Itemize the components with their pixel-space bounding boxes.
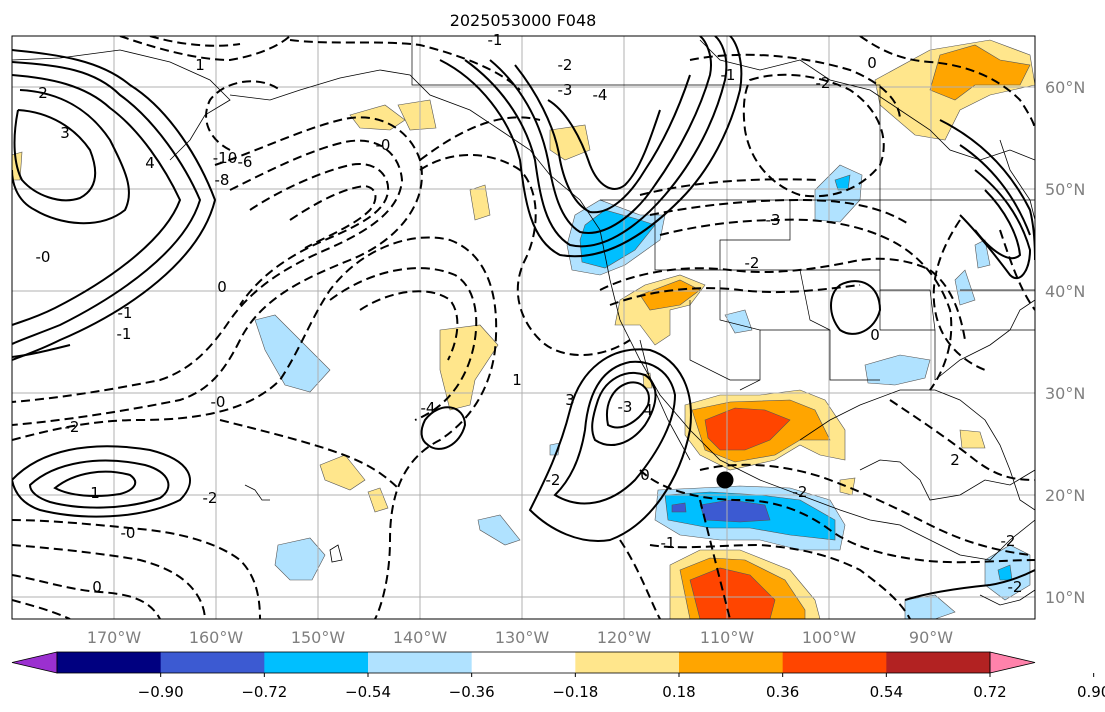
contour-label: -3	[766, 211, 781, 229]
colorbar-segment	[575, 652, 680, 673]
lon-tick-label: 170°W	[87, 628, 142, 647]
lat-tick-label: 10°N	[1045, 588, 1085, 607]
lat-tick-label: 60°N	[1045, 78, 1085, 97]
contour-label: -2	[793, 483, 808, 501]
colorbar-segment	[57, 652, 162, 673]
contour-label: -1	[117, 325, 132, 343]
lon-tick-label: 100°W	[802, 628, 857, 647]
contour-label: 3	[565, 391, 575, 409]
lon-tick-label: 140°W	[393, 628, 448, 647]
lon-tick-label: 120°W	[597, 628, 652, 647]
political-borders	[411, 36, 1035, 391]
colorbar-segment	[679, 652, 784, 673]
colorbar-min-arrow	[11, 651, 58, 674]
contour-label: 1	[195, 56, 205, 74]
colorbar-segment	[471, 652, 576, 673]
contour-label: -0	[376, 136, 391, 154]
contour-label: -1	[488, 31, 503, 49]
location-marker	[716, 471, 734, 489]
contour-label: -0	[121, 524, 136, 542]
contour-label: -0	[211, 393, 226, 411]
colorbar-tick-label: −0.54	[345, 683, 391, 701]
lat-tick-label: 30°N	[1045, 384, 1085, 403]
colorbar-segment	[368, 652, 473, 673]
positive-contours	[12, 36, 1035, 601]
contour-label: 1	[512, 371, 522, 389]
contour-label: -6	[238, 153, 253, 171]
colorbar-segment	[160, 652, 265, 673]
coastlines	[12, 39, 1035, 606]
contour-label: 2	[38, 84, 48, 102]
contour-label: -0	[36, 248, 51, 266]
contour-label: 0	[92, 578, 102, 596]
contour-label: 4	[145, 154, 155, 172]
colorbar-tick-label: 0.54	[870, 683, 903, 701]
contour-label: -2	[558, 56, 573, 74]
colorbar-max-arrow	[989, 651, 1036, 674]
contour-label: -8	[215, 171, 230, 189]
lon-tick-label: 130°W	[495, 628, 550, 647]
contour-label: -2	[203, 489, 218, 507]
lon-tick-label: 150°W	[291, 628, 346, 647]
colorbar-segment	[264, 652, 369, 673]
map-frame	[11, 35, 1036, 620]
lon-tick-label: 160°W	[189, 628, 244, 647]
lat-tick-label: 50°N	[1045, 180, 1085, 199]
colorbar-tick-label: 0.90	[1077, 683, 1105, 701]
negative-contours	[12, 36, 1035, 619]
contour-label: -1	[118, 304, 133, 322]
contour-label: 0	[870, 326, 880, 344]
colorbar-segment	[782, 652, 887, 673]
colorbar-border	[56, 651, 991, 674]
lat-tick-label: 40°N	[1045, 282, 1085, 301]
colorbar-tick-label: −0.90	[138, 683, 184, 701]
colorbar-tick-label: 0.72	[973, 683, 1006, 701]
contour-label: -2	[745, 254, 760, 272]
contour-label: -10	[213, 149, 238, 167]
map-panel	[12, 36, 1035, 619]
colorbar: −0.90 −0.72 −0.54 −0.36 −0.18 0.18 0.36 0.54 0.7…	[11, 651, 1105, 701]
latitude-tick-labels: 60°N 50°N 40°N 30°N 20°N 10°N	[1045, 78, 1085, 607]
lon-tick-label: 110°W	[700, 628, 755, 647]
colorbar-tick-label: −0.18	[552, 683, 598, 701]
contour-label: -2	[546, 471, 561, 489]
contour-label: 0	[867, 54, 877, 72]
colorbar-tick-label: −0.72	[241, 683, 287, 701]
contour-label: -4	[593, 86, 608, 104]
contour-label: 2	[950, 451, 960, 469]
contour-label: -3	[558, 81, 573, 99]
lat-tick-label: 20°N	[1045, 486, 1085, 505]
contour-label: -2	[816, 74, 831, 92]
contour-label: -2	[65, 418, 80, 436]
map-title: 2025053000 F048	[450, 11, 597, 30]
contour-label: -1	[661, 534, 676, 552]
contour-label: -2	[1008, 578, 1023, 596]
colorbar-tick-label: −0.36	[449, 683, 495, 701]
contour-label: -2	[1001, 532, 1016, 550]
longitude-tick-labels: 170°W 160°W 150°W 140°W 130°W 120°W 110°W 100°W…	[87, 628, 953, 647]
lon-tick-label: 90°W	[909, 628, 953, 647]
contour-label: -1	[721, 66, 736, 84]
contour-label: -4	[421, 399, 436, 417]
contour-label: 0	[640, 466, 650, 484]
contour-label: 0	[217, 278, 227, 296]
colorbar-tick-label: 0.18	[662, 683, 695, 701]
colorbar-segment	[886, 652, 991, 673]
contour-label: 4	[643, 401, 653, 419]
contour-label: -3	[618, 398, 633, 416]
contour-label: 1	[90, 484, 100, 502]
contour-label: 3	[60, 124, 70, 142]
colorbar-tick-label: 0.36	[766, 683, 799, 701]
